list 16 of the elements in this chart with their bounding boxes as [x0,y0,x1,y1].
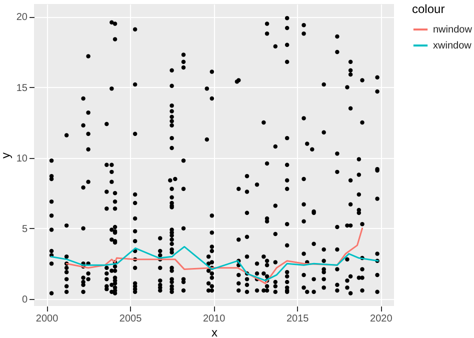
line-series [50,246,379,282]
x-tick-label: 2015 [286,314,310,324]
legend-label: nwindow [433,24,473,36]
y-tick-label: 20 [16,12,28,24]
y-tick-label: 10 [16,153,28,164]
x-axis-title: x [212,326,218,338]
y-tick-label: 0 [22,294,28,306]
x-tick-label: 2010 [202,314,226,324]
legend-label: xwindow [433,40,472,52]
y-tick-label: 5 [22,224,28,235]
legend-title: colour [412,2,445,16]
y-tick-label: 15 [16,82,28,94]
x-tick-label: 2020 [370,314,393,324]
x-tick-label: 2005 [119,314,142,324]
y-axis-title: y [0,152,12,158]
x-tick-label: 2000 [36,314,59,324]
